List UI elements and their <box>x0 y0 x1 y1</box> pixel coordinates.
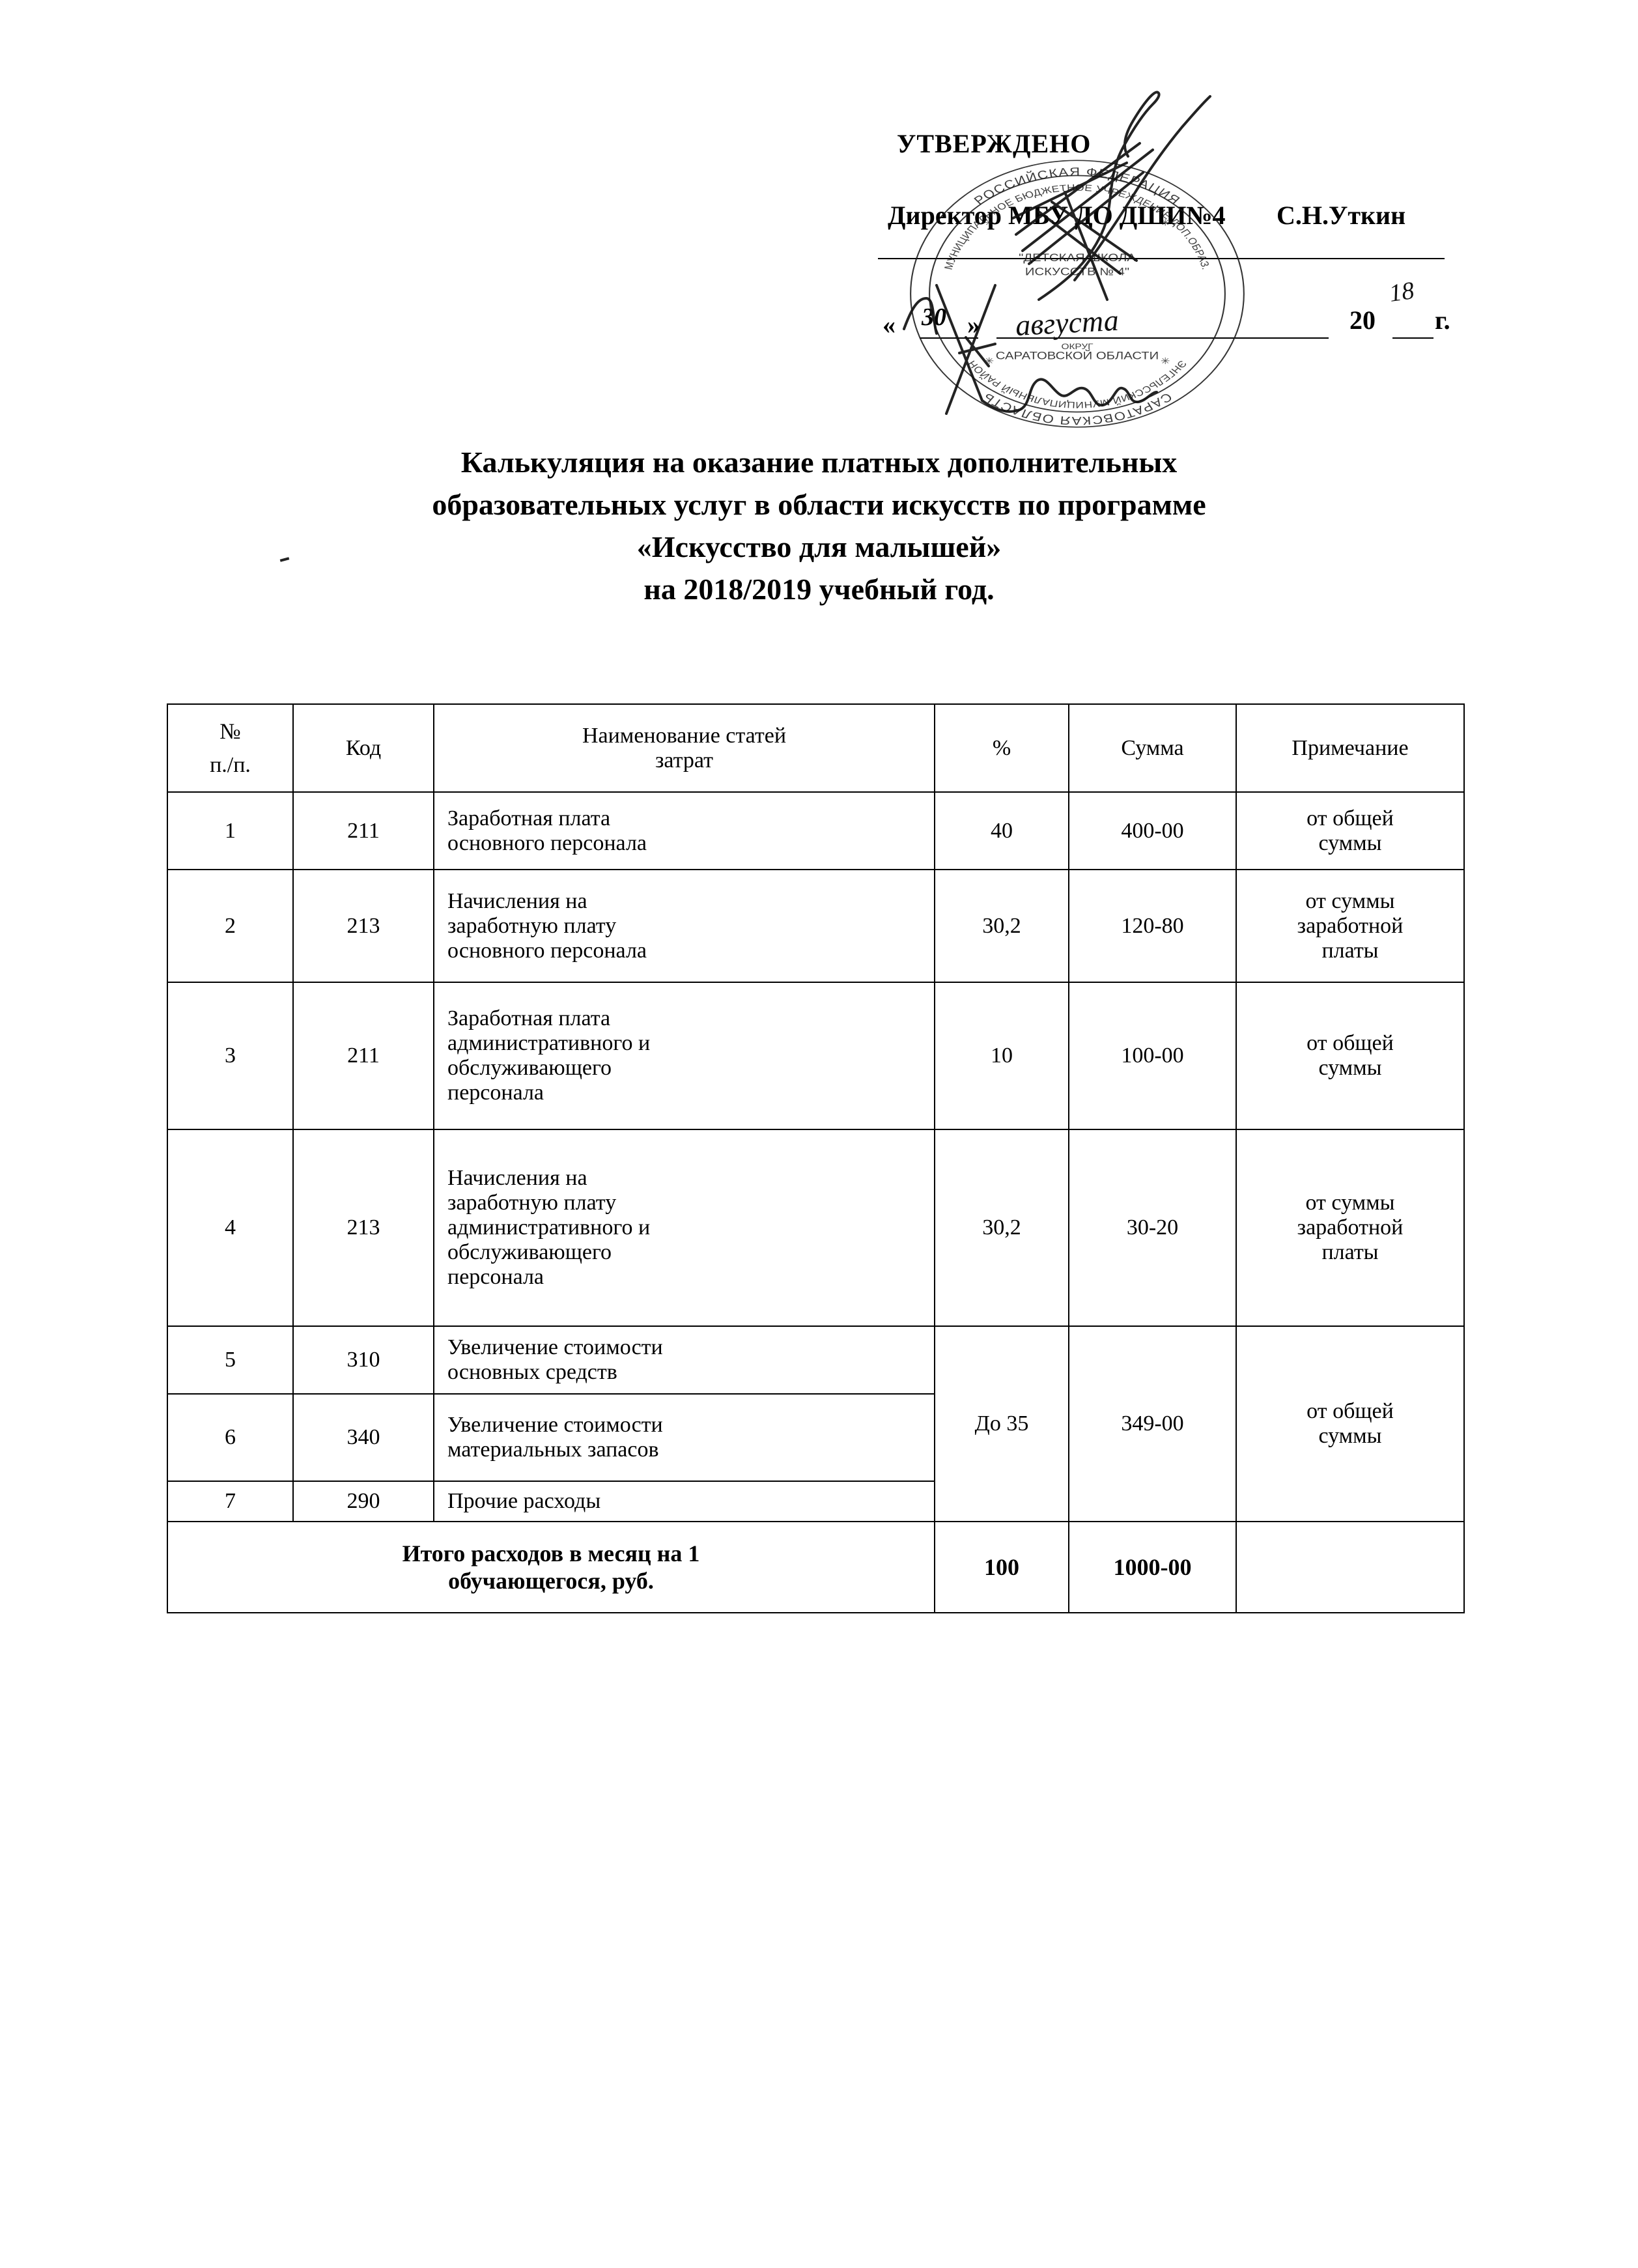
svg-text:18: 18 <box>1387 277 1415 307</box>
